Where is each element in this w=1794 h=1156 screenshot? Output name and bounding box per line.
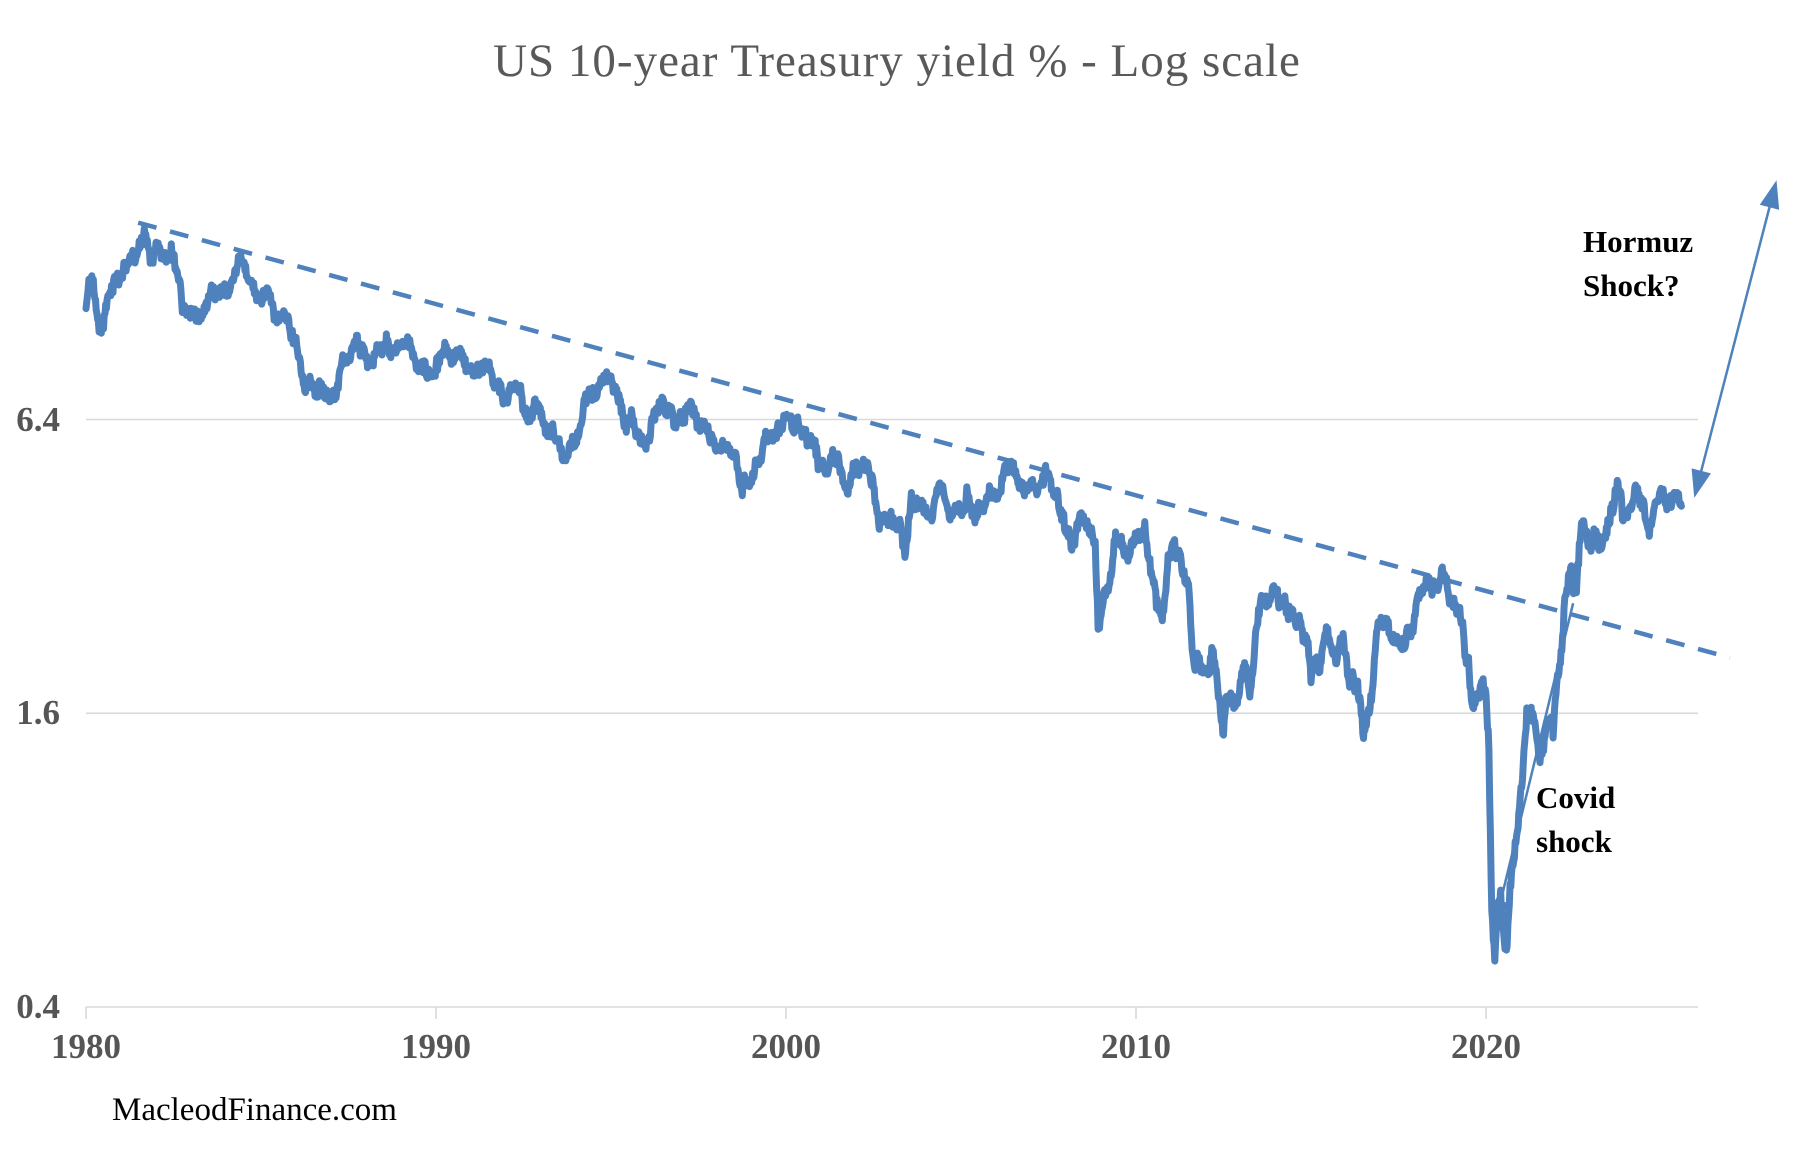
gridlines: [85, 418, 1698, 1019]
hormuz-projection-arrow: [1691, 180, 1780, 498]
x-tick-label: 2020: [1451, 1027, 1521, 1066]
y-tick-label: 1.6: [16, 693, 60, 733]
annotation-hormuz-line1: Hormuz: [1583, 224, 1694, 259]
x-tick-label: 2000: [751, 1027, 821, 1066]
y-tick-label: 0.4: [16, 987, 60, 1026]
y-tick-label: 6.4: [16, 399, 60, 439]
chart-title: US 10-year Treasury yield % - Log scale: [493, 35, 1301, 87]
x-tick-label: 1980: [51, 1027, 121, 1066]
yield-line: [82, 224, 1685, 965]
covid-pointer-arrow: [1490, 602, 1575, 929]
annotation-hormuz: Hormuz Shock?: [1583, 220, 1693, 308]
watermark: MacleodFinance.com: [112, 1092, 397, 1128]
annotation-covid: Covid shock: [1536, 776, 1615, 864]
x-tick-label: 2010: [1101, 1027, 1171, 1066]
annotation-covid-line2: shock: [1536, 824, 1612, 859]
trendline-dashed: [137, 220, 1731, 660]
x-tick-label: 1990: [401, 1027, 471, 1066]
annotation-hormuz-line2: Shock?: [1583, 268, 1680, 303]
annotation-covid-line1: Covid: [1536, 780, 1616, 815]
